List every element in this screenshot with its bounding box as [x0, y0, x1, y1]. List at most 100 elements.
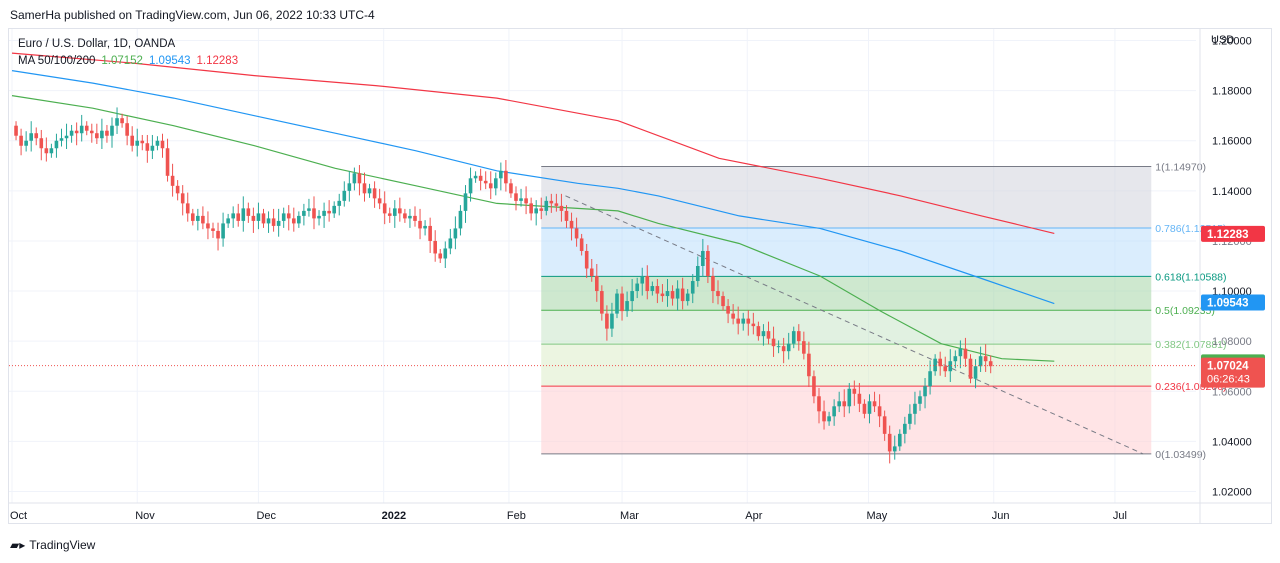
candle-body [448, 238, 453, 249]
candle [771, 326, 776, 357]
candle-body [988, 361, 993, 367]
candle [392, 200, 397, 228]
tradingview-logo-icon: ▰▸ [10, 538, 26, 552]
candle [630, 279, 634, 312]
candle [44, 137, 49, 162]
candle-body [630, 291, 634, 302]
candle [100, 118, 104, 150]
candle-body [519, 198, 523, 201]
candle-body [650, 286, 655, 292]
candle [347, 171, 352, 202]
candle-body [211, 228, 215, 231]
x-tick-label: Mar [620, 510, 639, 522]
candle-body [615, 293, 619, 314]
candle [635, 277, 639, 299]
candle-body [478, 175, 483, 181]
candle [261, 208, 266, 228]
candle [458, 205, 463, 236]
candle [796, 324, 801, 351]
candle [398, 197, 402, 222]
candle [246, 202, 251, 223]
candle-body [206, 223, 210, 229]
candle [594, 263, 599, 302]
candle-body [524, 198, 528, 204]
candle-body [261, 213, 266, 224]
candle [685, 289, 690, 306]
candle-body [392, 208, 397, 216]
candle-body [625, 301, 629, 312]
candle [382, 191, 387, 225]
candle-body [933, 358, 937, 372]
candle-body [236, 213, 241, 221]
candle-body [675, 288, 680, 299]
candle [877, 394, 882, 428]
candle [418, 208, 422, 240]
candle-body [670, 291, 675, 299]
x-tick-label: Feb [507, 510, 526, 522]
candle [938, 351, 942, 376]
candle-body [130, 135, 134, 146]
candle [135, 128, 140, 157]
candle-body [125, 123, 129, 136]
candle-body [887, 433, 892, 452]
candle [832, 399, 836, 426]
candle [847, 382, 852, 414]
candle-body [842, 401, 847, 407]
candle-body [620, 293, 624, 312]
candle-body [302, 210, 306, 216]
candle-body [115, 118, 119, 126]
candle-body [610, 313, 614, 329]
candle [781, 337, 786, 364]
candle-body [605, 313, 609, 329]
candle-body [327, 210, 331, 214]
candle [483, 171, 488, 190]
candle-body [953, 356, 958, 362]
candle-body [731, 313, 735, 319]
candle-body [398, 208, 402, 214]
tradingview-logo[interactable]: ▰▸ TradingView [10, 538, 95, 552]
candle-body [791, 331, 796, 344]
candle [327, 200, 331, 222]
candle-body [847, 388, 852, 407]
candle [19, 128, 23, 156]
candle-body [807, 353, 811, 377]
candle [766, 321, 771, 345]
candle-body [84, 125, 89, 131]
candle [433, 230, 437, 262]
candle-body [872, 401, 877, 407]
candle [882, 410, 887, 441]
candle [463, 185, 468, 223]
candle-body [822, 411, 826, 422]
candle-body [337, 200, 342, 206]
candle [958, 340, 963, 369]
fib-zone-0.5 [541, 310, 1152, 345]
candle [645, 265, 650, 300]
candle-body [721, 296, 725, 307]
candle [438, 248, 443, 263]
candle [973, 359, 978, 389]
candle-body [690, 281, 695, 294]
candle-body [877, 406, 882, 417]
candle [423, 220, 427, 236]
candle [493, 172, 498, 196]
candle-body [913, 403, 917, 414]
candle [620, 286, 624, 321]
candle [625, 291, 629, 317]
candle-body [569, 220, 574, 229]
candle-body [711, 276, 715, 292]
candle [822, 400, 826, 430]
candle [216, 222, 220, 251]
candle-body [246, 208, 251, 216]
candle-body [372, 188, 377, 199]
candle-body [509, 183, 513, 194]
candle-body [837, 401, 841, 407]
candle [918, 390, 922, 411]
x-tick-label: Dec [256, 510, 276, 522]
candle [892, 435, 897, 460]
candle [221, 212, 225, 247]
candle-body [867, 401, 872, 414]
candle-body [105, 130, 109, 136]
candle [408, 208, 412, 228]
ma50-line [11, 95, 1055, 362]
